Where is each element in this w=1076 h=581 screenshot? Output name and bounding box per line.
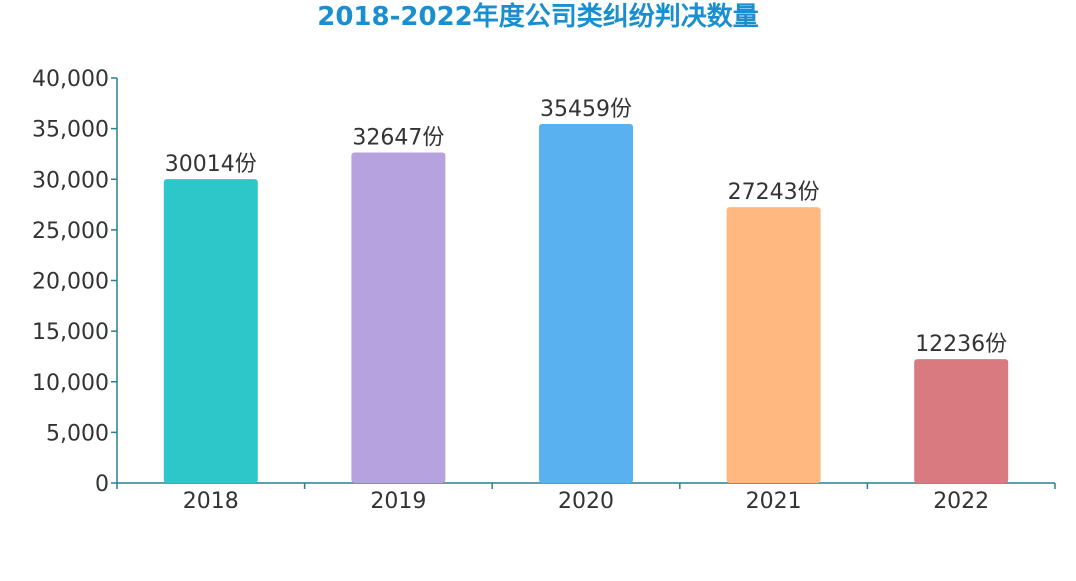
y-tick-label: 25,000 — [32, 219, 109, 244]
y-tick-label: 35,000 — [32, 118, 109, 143]
bar-2021 — [726, 207, 821, 484]
bar-2019 — [351, 152, 446, 483]
x-tick-label: 2022 — [933, 489, 989, 514]
y-tick-label: 30,000 — [32, 168, 109, 193]
data-label-2021: 27243份 — [728, 180, 820, 205]
data-label-2019: 32647份 — [352, 125, 444, 150]
y-tick-label: 40,000 — [32, 67, 109, 92]
data-label-2020: 35459份 — [540, 97, 632, 122]
data-label-2018: 30014份 — [165, 152, 257, 177]
y-tick-label: 15,000 — [32, 320, 109, 345]
x-tick-label: 2021 — [746, 489, 802, 514]
data-label-2022: 12236份 — [915, 332, 1007, 357]
y-tick-label: 0 — [95, 472, 109, 497]
bar-2020 — [539, 123, 633, 483]
bar-2018 — [163, 179, 258, 483]
y-tick-label: 10,000 — [32, 371, 109, 396]
chart-title: 2018-2022年度公司类纠纷判决数量 — [317, 2, 759, 32]
x-tick-label: 2019 — [370, 489, 426, 514]
x-tick-label: 2020 — [558, 489, 614, 514]
y-tick-label: 5,000 — [46, 421, 109, 446]
x-tick-label: 2018 — [183, 489, 239, 514]
y-tick-label: 20,000 — [32, 270, 109, 295]
bar-2022 — [914, 359, 1009, 483]
